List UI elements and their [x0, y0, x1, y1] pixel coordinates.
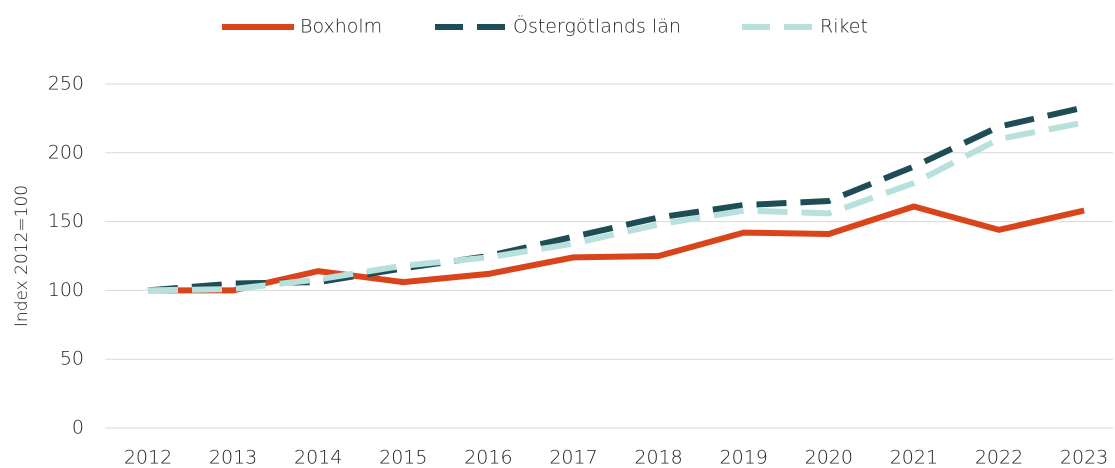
y-tick-label: 100	[48, 279, 84, 301]
x-tick-label: 2018	[634, 447, 682, 468]
y-tick-label: 200	[48, 141, 84, 163]
line-series	[147, 104, 1085, 294]
legend-label: Riket	[820, 16, 868, 38]
x-tick-label: 2012	[124, 447, 172, 468]
y-axis-label: Index 2012=100	[12, 185, 32, 327]
legend-label: Boxholm	[300, 16, 382, 38]
x-tick-label: 2019	[720, 447, 768, 468]
x-tick-label: 2020	[805, 447, 853, 468]
y-tick-label: 250	[48, 73, 84, 95]
x-tick-label: 2022	[975, 447, 1023, 468]
x-tick-label: 2017	[549, 447, 597, 468]
x-tick-label: 2023	[1060, 447, 1108, 468]
x-tick-label: 2014	[294, 447, 342, 468]
legend-label: Östergötlands län	[513, 15, 681, 38]
x-tick-label: 2015	[379, 447, 427, 468]
x-tick-label: 2016	[464, 447, 512, 468]
line-series	[147, 119, 1085, 294]
x-tick-label: 2013	[209, 447, 257, 468]
y-tick-label: 0	[72, 417, 84, 439]
line-series	[148, 203, 1085, 294]
y-tick-label: 50	[60, 348, 84, 370]
x-tick-label: 2021	[890, 447, 938, 468]
y-tick-label: 150	[48, 210, 84, 232]
